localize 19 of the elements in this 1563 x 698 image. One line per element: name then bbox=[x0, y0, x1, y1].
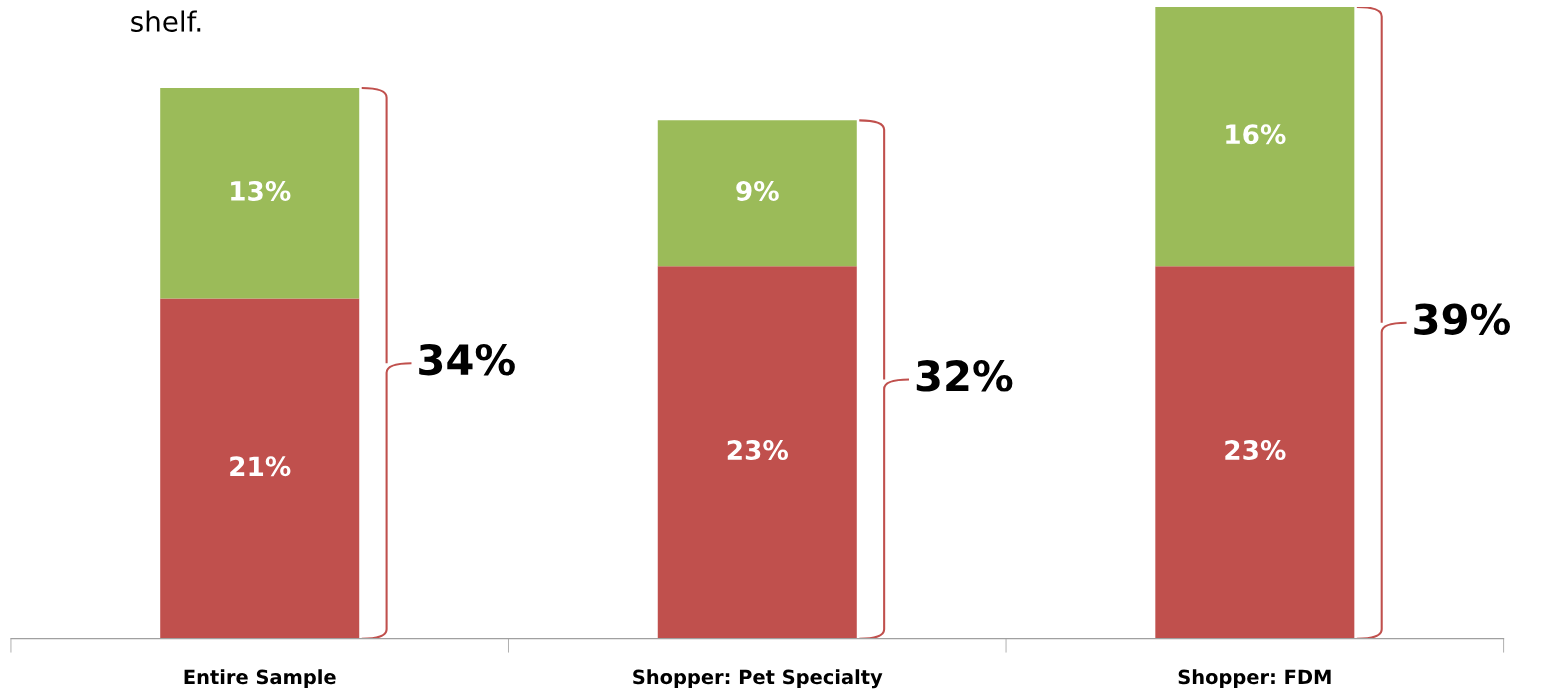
bar bbox=[1155, 6, 1355, 267]
bar bbox=[657, 266, 857, 639]
total-label: 32% bbox=[916, 360, 1013, 392]
data-label: 9% bbox=[736, 180, 779, 201]
data-label: 23% bbox=[727, 440, 789, 461]
x-tick-label: Shopper: FDM bbox=[1178, 669, 1331, 689]
total-label: 39% bbox=[1414, 303, 1510, 335]
bar bbox=[657, 120, 857, 267]
data-label: 21% bbox=[230, 456, 291, 477]
annotation: shelf. bbox=[131, 10, 201, 32]
bar bbox=[160, 87, 360, 299]
total-label: 34% bbox=[419, 343, 515, 376]
x-tick-label: Shopper: Pet Specialty bbox=[633, 669, 883, 689]
x-tick-label: Entire Sample bbox=[184, 669, 336, 689]
bar bbox=[1155, 266, 1355, 639]
data-label: 16% bbox=[1226, 124, 1286, 145]
data-label: 23% bbox=[1225, 440, 1286, 461]
data-label: 13% bbox=[231, 180, 291, 201]
bar bbox=[160, 298, 360, 639]
